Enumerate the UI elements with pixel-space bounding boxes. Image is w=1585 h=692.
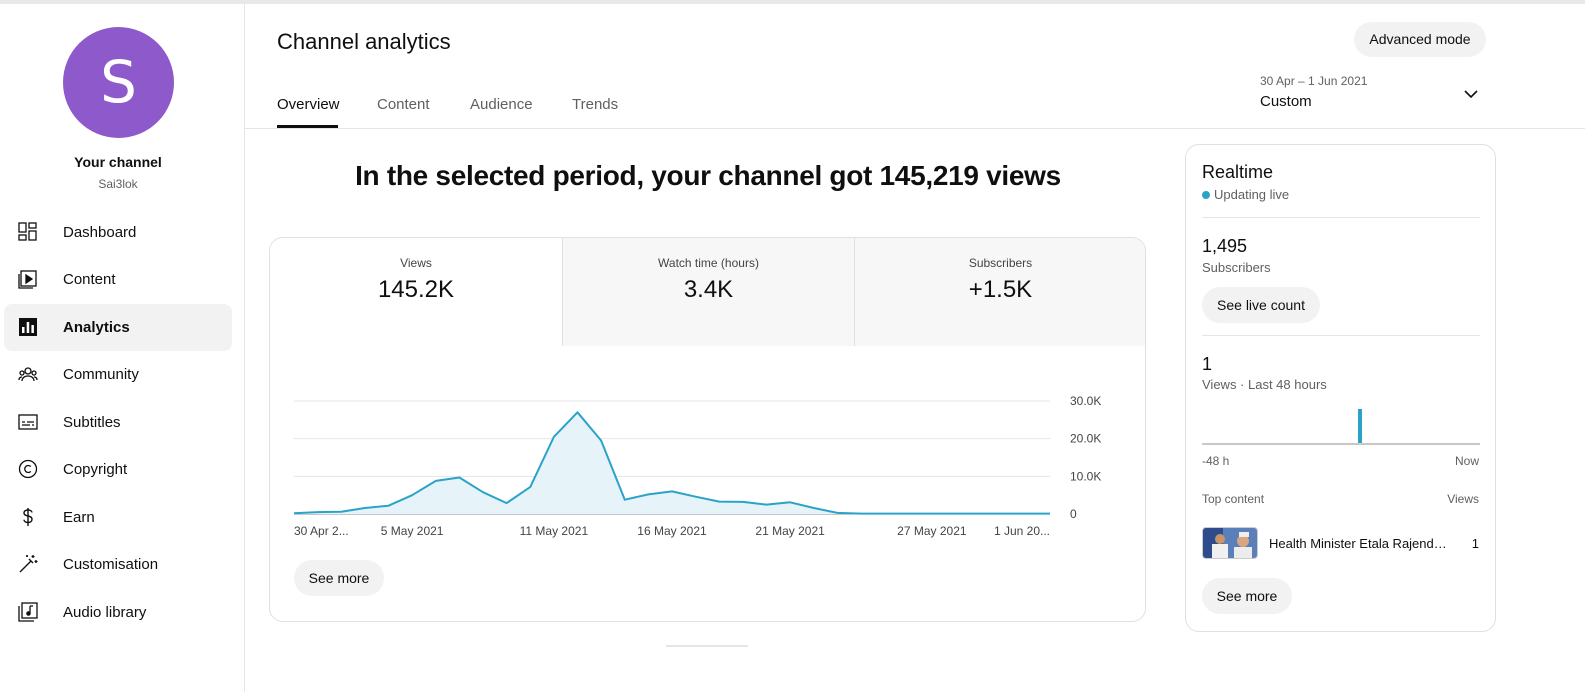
sidebar-item-dashboard[interactable]: Dashboard: [4, 209, 232, 256]
summary-headline: In the selected period, your channel got…: [355, 160, 1061, 191]
subscribers-count: 1,495: [1202, 236, 1248, 256]
live-status: Updating live: [1202, 187, 1289, 202]
metric-views[interactable]: Views 145.2K: [270, 238, 562, 346]
header-divider: [245, 128, 1585, 129]
tab-content[interactable]: Content: [377, 96, 430, 113]
sidebar-item-subtitles[interactable]: Subtitles: [4, 399, 232, 446]
sidebar-item-label: Customisation: [63, 556, 159, 573]
tab-overview[interactable]: Overview: [277, 96, 340, 113]
scroll-indicator: [666, 645, 748, 647]
metric-label: Subscribers: [968, 256, 1033, 270]
realtime-title: Realtime: [1202, 162, 1274, 182]
sidebar: S Your channel Sai3lok Dashboard Content…: [0, 4, 245, 692]
see-more-button[interactable]: See more: [294, 560, 384, 596]
community-icon: [18, 367, 38, 382]
views-line: [293, 411, 1050, 515]
subtitles-icon: [18, 414, 38, 430]
sidebar-item-label: Audio library: [63, 604, 147, 621]
date-range-text: 30 Apr – 1 Jun 2021: [1260, 74, 1368, 88]
video-thumbnail[interactable]: [1202, 527, 1258, 559]
realtime-bar: [1358, 409, 1362, 444]
x-tick-label: 27 May 2021: [897, 524, 967, 538]
analytics-icon: [19, 318, 37, 336]
x-tick-label: 11 May 2021: [520, 524, 589, 538]
page-title: Channel analytics: [277, 29, 451, 54]
content-icon: [18, 270, 37, 289]
sidebar-item-label: Analytics: [63, 319, 130, 336]
metric-subscribers[interactable]: Subscribers +1.5K: [854, 238, 1145, 346]
active-tab-indicator: [277, 125, 338, 128]
views-chart[interactable]: 0 10.0K 20.0K 30.0K 30 Apr 2... 5 May 2021 11 …: [270, 346, 1145, 546]
metric-value: 3.4K: [683, 276, 734, 303]
metric-watch-time[interactable]: Watch time (hours) 3.4K: [562, 238, 854, 346]
x-tick-label: 16 May 2021: [637, 524, 707, 538]
channel-handle: Sai3lok: [98, 177, 138, 191]
realtime-views-label: Views · Last 48 hours: [1202, 377, 1327, 392]
metric-label: Views: [400, 256, 432, 270]
top-content-label: Top content: [1202, 492, 1265, 506]
views-area: [294, 412, 1050, 514]
y-tick-label: 0: [1070, 507, 1077, 521]
y-tick-label: 10.0K: [1070, 469, 1101, 483]
subscribers-label: Subscribers: [1202, 260, 1271, 275]
copyright-icon: [18, 459, 38, 479]
live-status-label: Updating live: [1214, 187, 1290, 202]
sidebar-item-earn[interactable]: Earn: [4, 494, 232, 541]
sidebar-item-customisation[interactable]: Customisation: [4, 541, 232, 588]
realtime-card: Realtime Updating live 1,495 Subscribers…: [1185, 144, 1496, 632]
top-progress-bar: [0, 0, 1585, 4]
sidebar-item-label: Content: [63, 271, 116, 288]
sidebar-item-community[interactable]: Community: [4, 351, 232, 398]
axis-end-label: Now: [1454, 454, 1479, 468]
customisation-icon: [19, 555, 38, 573]
sidebar-item-analytics[interactable]: Analytics: [4, 304, 232, 351]
metric-label: Watch time (hours): [658, 256, 759, 270]
sidebar-item-copyright[interactable]: Copyright: [4, 446, 232, 493]
tab-audience[interactable]: Audience: [470, 96, 533, 113]
sidebar-item-label: Subtitles: [63, 414, 121, 431]
sidebar-item-audio-library[interactable]: Audio library: [4, 589, 232, 636]
earn-icon: [23, 508, 33, 526]
y-tick-label: 20.0K: [1070, 432, 1101, 446]
x-tick-label: 30 Apr 2...: [294, 524, 349, 538]
realtime-bar-chart[interactable]: [1202, 403, 1480, 449]
sidebar-item-label: Earn: [63, 509, 95, 526]
x-tick-label: 1 Jun 20...: [994, 524, 1050, 538]
date-preset-value: Custom: [1260, 93, 1312, 110]
axis-start-label: -48 h: [1202, 454, 1230, 468]
realtime-views-count: 1: [1202, 354, 1213, 374]
realtime-see-more-button[interactable]: See more: [1202, 578, 1292, 614]
top-video-views: 1: [1471, 536, 1479, 551]
chevron-down-icon[interactable]: [1463, 86, 1479, 102]
y-tick-label: 30.0K: [1070, 394, 1101, 408]
sidebar-item-content[interactable]: Content: [4, 256, 232, 303]
sidebar-item-label: Copyright: [63, 461, 128, 478]
sidebar-item-label: Community: [63, 366, 139, 383]
x-tick-label: 5 May 2021: [381, 524, 444, 538]
divider: [1202, 335, 1480, 336]
divider: [1202, 217, 1480, 218]
channel-avatar[interactable]: S: [63, 27, 174, 138]
advanced-mode-button[interactable]: Advanced mode: [1354, 22, 1486, 57]
see-live-count-button[interactable]: See live count: [1202, 287, 1320, 323]
x-tick-label: 21 May 2021: [755, 524, 825, 538]
top-video-title[interactable]: Health Minister Etala Rajender Press Mee…: [1269, 536, 1451, 551]
metric-value: +1.5K: [968, 276, 1033, 303]
channel-title: Your channel: [74, 154, 162, 170]
metric-value: 145.2K: [377, 276, 455, 303]
dashboard-icon: [18, 222, 37, 241]
overview-card: Views 145.2K Watch time (hours) 3.4K Sub…: [269, 237, 1146, 622]
tab-trends[interactable]: Trends: [572, 96, 619, 113]
sidebar-item-label: Dashboard: [63, 224, 137, 241]
live-dot-icon: [1202, 190, 1210, 199]
audio-library-icon: [18, 602, 38, 622]
views-column-label: Views: [1447, 492, 1479, 506]
